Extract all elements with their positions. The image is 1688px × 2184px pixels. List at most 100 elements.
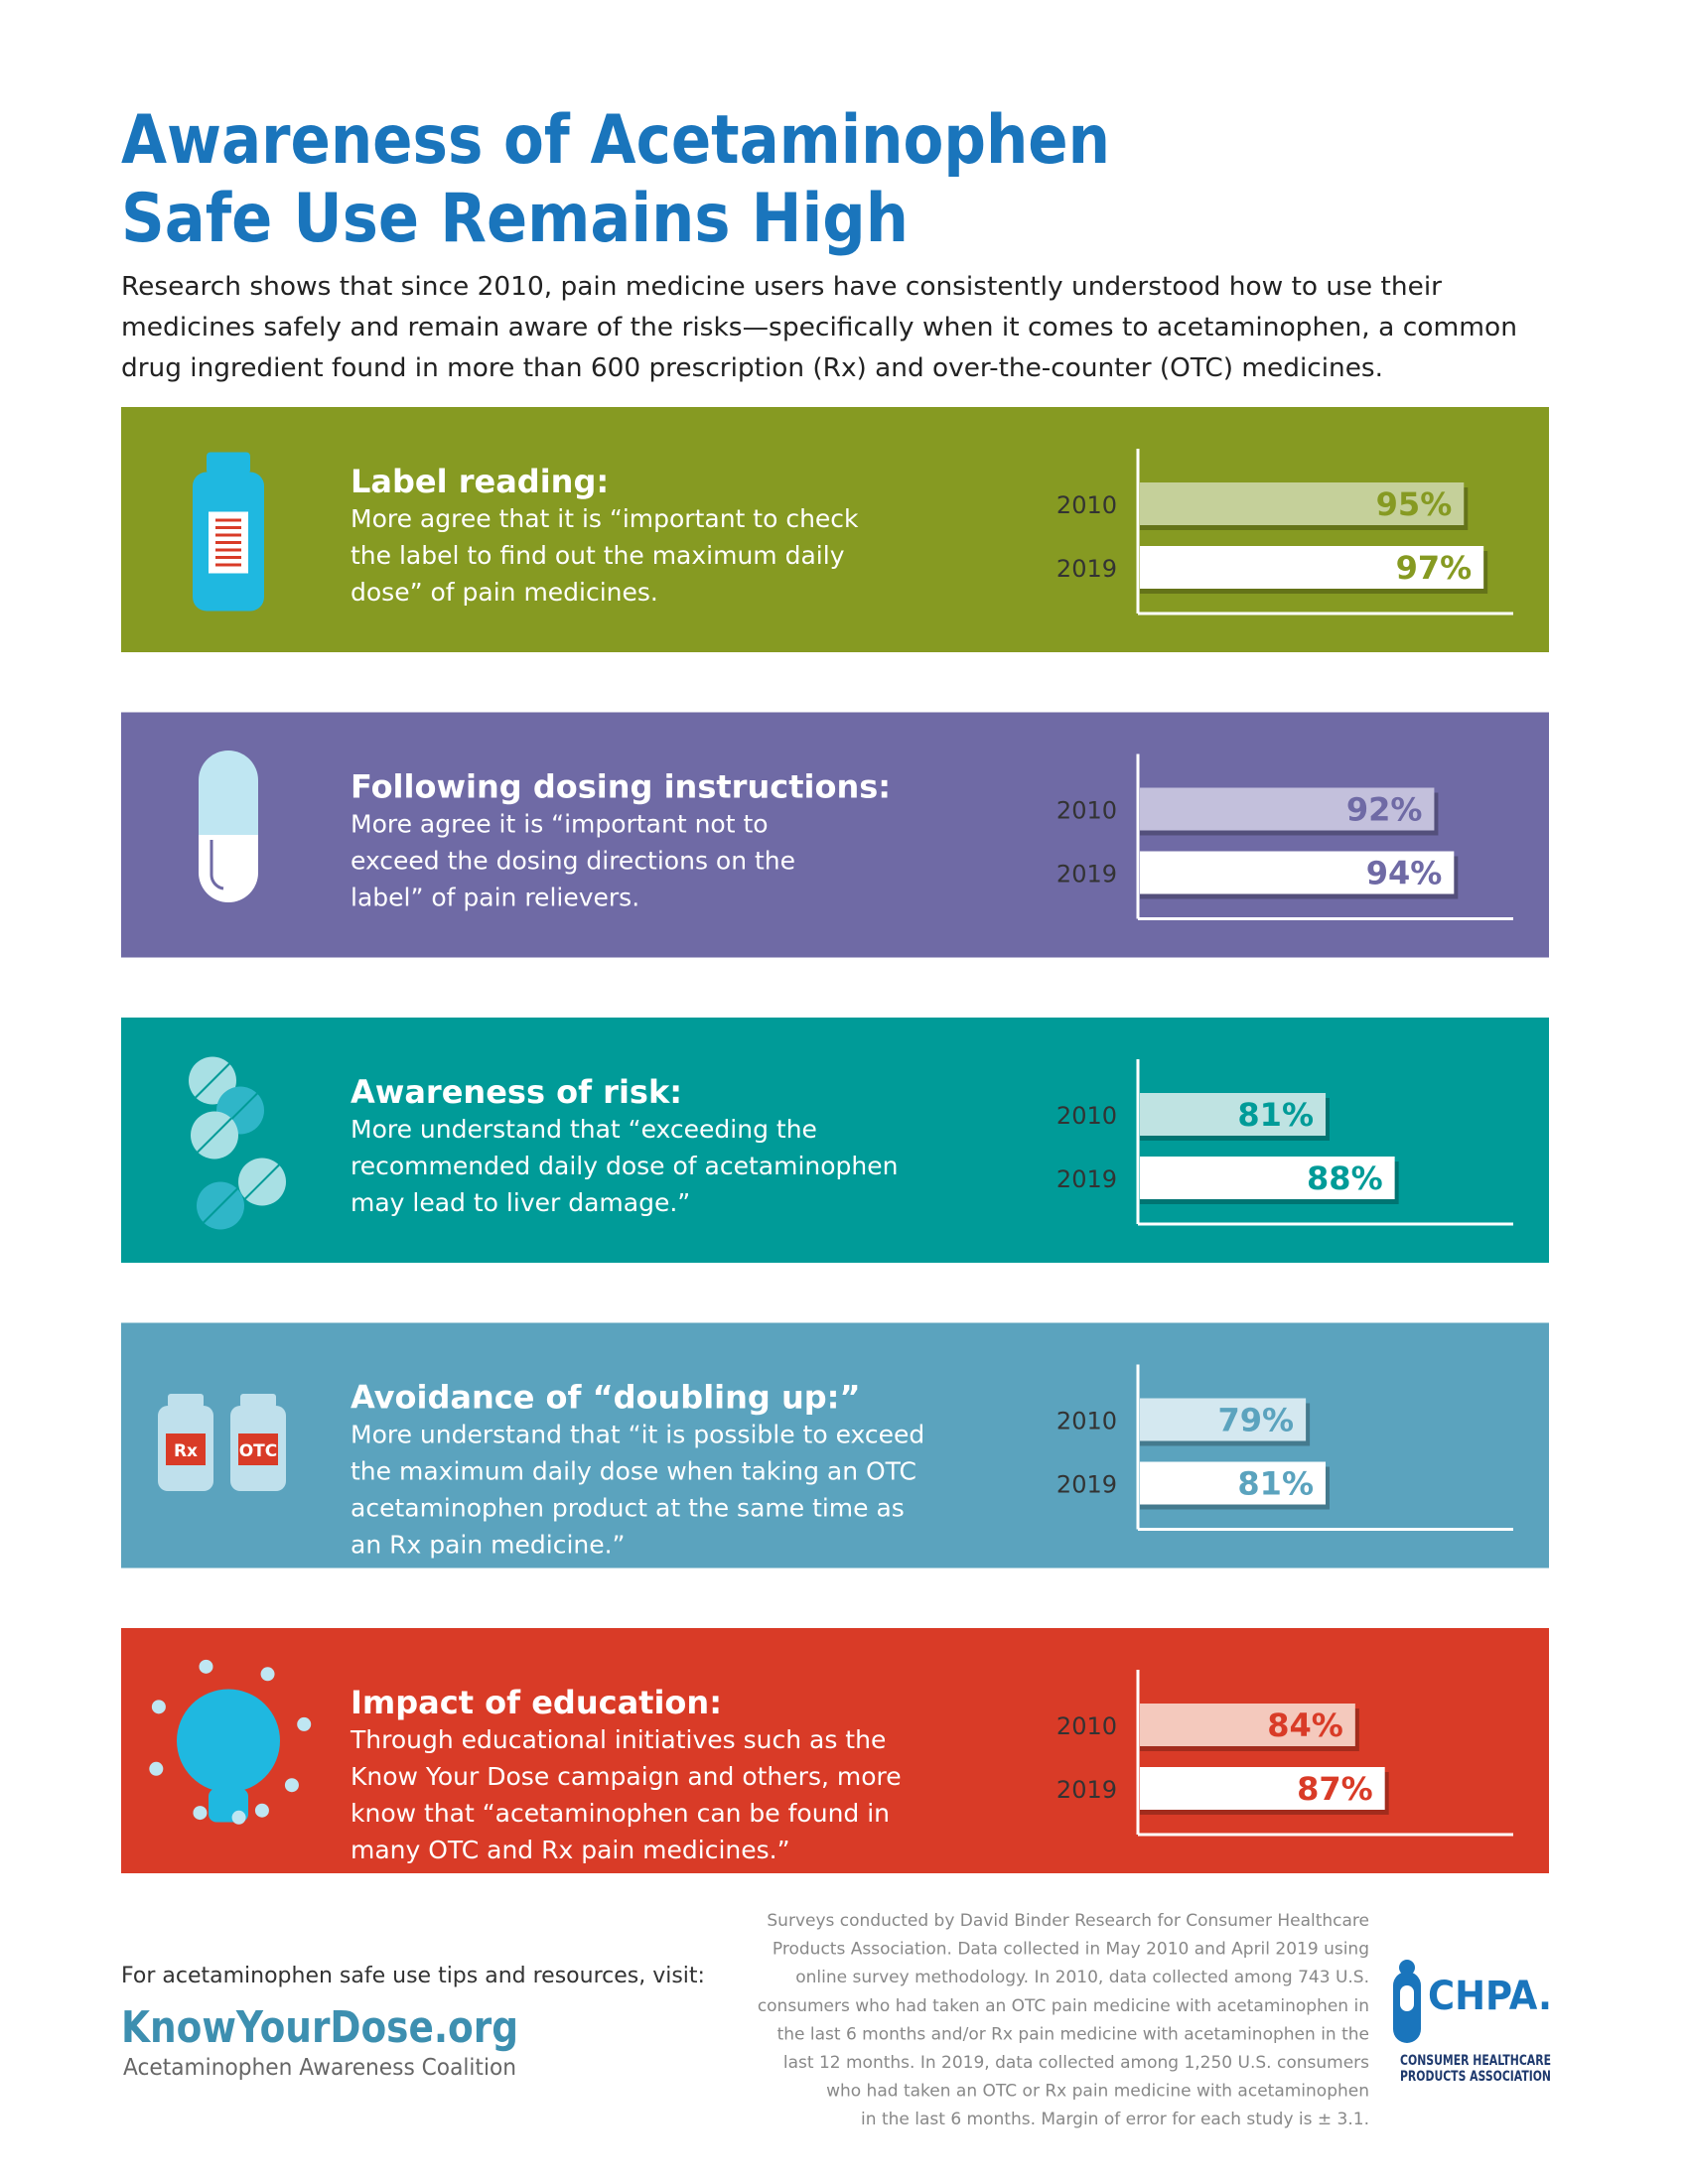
icon-shape: [149, 1761, 164, 1776]
survey-note: who had taken an OTC or Rx pain medicine…: [826, 2082, 1369, 2102]
icon-shape: [215, 548, 241, 552]
icon-shape: [203, 1187, 238, 1224]
bar: [1140, 851, 1455, 894]
icon-shape: [193, 1806, 208, 1821]
panel-text: acetaminophen product at the same time a…: [351, 1494, 905, 1523]
value-label: 94%: [1366, 855, 1443, 892]
value-label: 97%: [1396, 549, 1473, 587]
icon-shape: [244, 1163, 280, 1200]
panel-text: an Rx pain medicine.”: [351, 1531, 626, 1560]
bar: [1140, 546, 1484, 589]
value-label: 81%: [1237, 1096, 1314, 1134]
panel-heading: Awareness of risk:: [351, 1073, 682, 1111]
icon-shape: [297, 1716, 312, 1731]
survey-note: the last 6 months and/or Rx pain medicin…: [777, 2024, 1369, 2044]
icon-shape: [195, 1062, 230, 1099]
category-label: 2010: [1056, 491, 1117, 519]
panel-heading: Impact of education:: [351, 1684, 722, 1721]
value-label: 87%: [1297, 1770, 1373, 1808]
intro-line: Research shows that since 2010, pain med…: [121, 272, 1442, 302]
category-label: 2019: [1056, 861, 1117, 888]
icon-shape: [215, 541, 241, 544]
category-label: 2019: [1056, 1776, 1117, 1804]
chpa-icon: [1393, 1960, 1421, 2043]
panel-text: many OTC and Rx pain medicines.”: [351, 1836, 790, 1864]
bar: [1140, 1461, 1326, 1505]
panel: [121, 1628, 1549, 1873]
panel-text: Through educational initiatives such as …: [350, 1725, 886, 1754]
icon-shape: [215, 518, 241, 522]
panel-text: More understand that “exceeding the: [351, 1115, 817, 1144]
icon-label: Rx: [174, 1441, 198, 1461]
value-label: 79%: [1218, 1402, 1295, 1439]
icon-shape: [197, 1117, 232, 1154]
category-label: 2019: [1056, 1471, 1117, 1499]
survey-note: in the last 6 months. Margin of error fo…: [861, 2110, 1369, 2129]
icon-shape: [215, 556, 241, 559]
bar: [1140, 1157, 1395, 1199]
icon-shape: [177, 1689, 280, 1793]
bar: [1140, 1704, 1355, 1746]
panel-text: More agree it is “important not to: [351, 810, 769, 839]
bar: [1140, 787, 1435, 831]
category-label: 2019: [1056, 555, 1117, 583]
chpa-sub: CONSUMER HEALTHCARE: [1400, 2053, 1551, 2069]
panel: [121, 1018, 1549, 1263]
bar: [1140, 1398, 1307, 1441]
value-label: 81%: [1237, 1465, 1314, 1503]
chpa-sub: PRODUCTS ASSOCIATION: [1400, 2069, 1551, 2085]
panel-heading: Following dosing instructions:: [351, 768, 891, 806]
panel-heading: Avoidance of “doubling up:”: [351, 1379, 860, 1417]
icon-shape: [260, 1667, 275, 1682]
panel: [121, 1322, 1549, 1569]
icon-shape: [199, 835, 258, 902]
category-label: 2010: [1056, 797, 1117, 825]
panel-text: may lead to liver damage.”: [351, 1188, 690, 1217]
panel-text: know that “acetaminophen can be found in: [351, 1799, 890, 1828]
icon-shape: [207, 452, 250, 475]
icon-shape: [240, 1394, 276, 1408]
icon-shape: [168, 1394, 204, 1408]
survey-note: consumers who had taken an OTC pain medi…: [758, 1996, 1369, 2016]
bar: [1140, 482, 1465, 525]
site-logo: KnowYourDose.org: [121, 2002, 518, 2053]
survey-note: Surveys conducted by David Binder Resear…: [767, 1911, 1369, 1931]
category-label: 2010: [1056, 1712, 1117, 1740]
panel: [121, 712, 1549, 958]
survey-note: Products Association. Data collected in …: [773, 1940, 1369, 1960]
icon-shape: [284, 1778, 299, 1793]
value-label: 88%: [1307, 1160, 1383, 1197]
category-label: 2010: [1056, 1408, 1117, 1435]
panel-text: the maximum daily dose when taking an OT…: [351, 1457, 916, 1486]
icon-shape: [238, 1433, 278, 1465]
intro-line: drug ingredient found in more than 600 p…: [121, 353, 1383, 383]
title-line: Awareness of Acetaminophen: [121, 101, 1110, 180]
icon-shape: [215, 563, 241, 567]
bar: [1140, 1767, 1385, 1810]
panel-text: More agree that it is “important to chec…: [351, 504, 859, 533]
panel-text: exceed the dosing directions on the: [351, 847, 795, 876]
title-line: Safe Use Remains High: [121, 180, 909, 258]
icon-shape: [199, 751, 258, 835]
category-label: 2019: [1056, 1165, 1117, 1193]
category-label: 2010: [1056, 1102, 1117, 1130]
panel-heading: Label reading:: [351, 463, 609, 500]
panel-text: label” of pain relievers.: [351, 884, 639, 912]
survey-note: online survey methodology. In 2010, data…: [795, 1968, 1369, 1987]
survey-note: last 12 months. In 2019, data collected …: [783, 2053, 1369, 2073]
icon-shape: [199, 1659, 213, 1674]
intro-line: medicines safely and remain aware of the…: [121, 313, 1517, 342]
value-label: 84%: [1267, 1706, 1343, 1744]
icon-label: OTC: [239, 1441, 278, 1461]
coalition-text: Acetaminophen Awareness Coalition: [123, 2055, 516, 2081]
panel-text: dose” of pain medicines.: [351, 578, 658, 607]
icon-shape: [231, 1810, 246, 1825]
value-label: 92%: [1346, 791, 1423, 829]
icon-shape: [1399, 1960, 1415, 1976]
panel-text: the label to find out the maximum daily: [351, 541, 845, 570]
value-label: 95%: [1376, 485, 1453, 523]
visit-text: For acetaminophen safe use tips and reso…: [121, 1964, 705, 1988]
panel: [121, 407, 1549, 652]
